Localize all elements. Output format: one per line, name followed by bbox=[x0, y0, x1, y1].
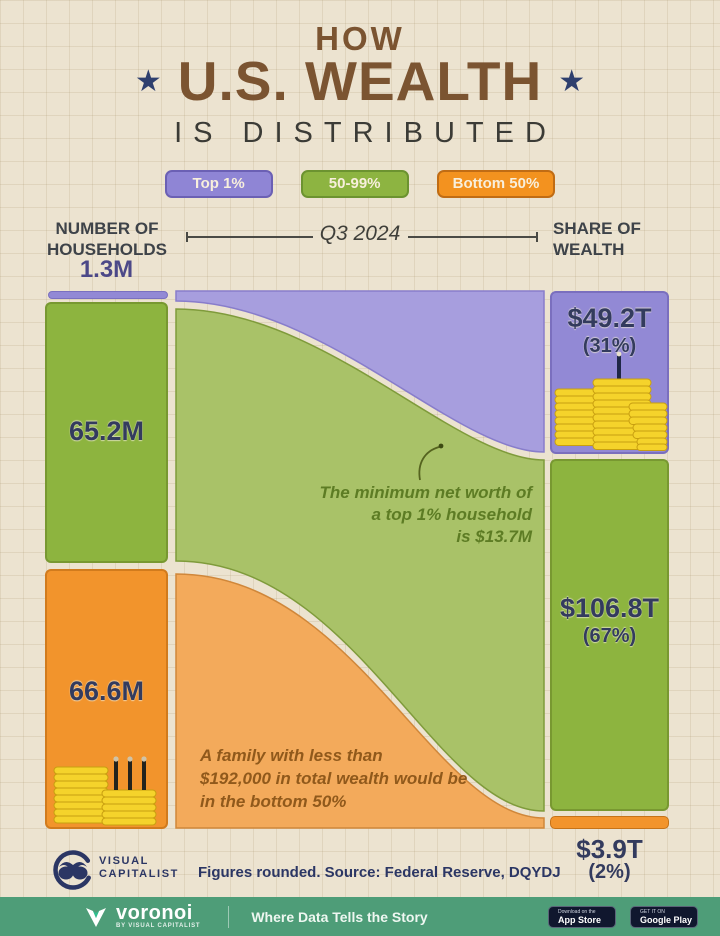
right-axis-line1: SHARE OF bbox=[553, 219, 641, 238]
period-label: Q3 2024 bbox=[319, 222, 401, 245]
voronoi-wordmark[interactable]: voronoi bbox=[116, 902, 193, 924]
right-axis-line2: WEALTH bbox=[553, 240, 625, 259]
node-households-top1 bbox=[48, 291, 168, 299]
title-line-how: HOW bbox=[315, 20, 405, 57]
annotation-arrow-dot bbox=[438, 443, 444, 449]
bottom-brand-bar: voronoi BY VISUAL CAPITALIST Where Data … bbox=[0, 897, 720, 936]
voronoi-byline: BY VISUAL CAPITALIST bbox=[116, 923, 201, 929]
node-wealth-bottom50 bbox=[550, 816, 669, 829]
annotation-bottom50-wealth: A family with less than $192,000 in tota… bbox=[200, 746, 468, 811]
households-top1-value: 1.3M bbox=[79, 256, 134, 283]
wealth-50-99-pct: (67%) bbox=[582, 625, 637, 647]
annotation-arrow-icon bbox=[418, 446, 440, 481]
coin-stacks-large-icon bbox=[554, 351, 668, 451]
star-left-icon: ★ bbox=[134, 64, 162, 98]
wealth-bottom50-value: $3.9T bbox=[576, 834, 643, 864]
wealth-bottom50-pct: (2%) bbox=[588, 861, 631, 883]
period-rule-left bbox=[186, 236, 313, 238]
coin-stacks-small-icon bbox=[53, 756, 157, 826]
annotation-top1-networth: The minimum net worth of a top 1% househ… bbox=[319, 483, 533, 546]
households-50-99-value: 65.2M bbox=[68, 416, 145, 446]
legend-bottom50: Bottom 50% bbox=[436, 170, 556, 198]
flow-50-99 bbox=[175, 308, 545, 812]
legend: Top 1% 50-99% Bottom 50% bbox=[0, 170, 720, 198]
wealth-top1-value: $49.2T bbox=[567, 303, 652, 333]
bottom-bar-divider bbox=[228, 905, 230, 928]
app-store-badge[interactable]: Download on the App Store bbox=[548, 905, 616, 928]
tiny-people-icon bbox=[113, 756, 147, 790]
node-households-bottom50: 66.6M bbox=[45, 569, 168, 829]
flow-bottom50 bbox=[175, 573, 545, 829]
left-axis-label: NUMBER OF HOUSEHOLDS bbox=[32, 218, 182, 260]
star-right-icon: ★ bbox=[558, 64, 586, 98]
wealth-top1-pct: (31%) bbox=[582, 335, 637, 357]
google-play-badge[interactable]: GET IT ON Google Play bbox=[630, 905, 698, 928]
households-bottom50-value: 66.6M bbox=[68, 676, 145, 706]
left-axis-line1: NUMBER OF bbox=[55, 219, 159, 238]
node-wealth-top1: $49.2T (31%) bbox=[550, 291, 669, 454]
title-main: U.S. WEALTH bbox=[177, 50, 543, 112]
right-axis-label: SHARE OF WEALTH bbox=[553, 218, 673, 260]
title-subtitle: IS DISTRIBUTED bbox=[174, 117, 557, 149]
title-main-row: ★ U.S. WEALTH ★ bbox=[0, 54, 720, 109]
period-rule-right bbox=[408, 236, 538, 238]
period-tick-right bbox=[536, 232, 538, 242]
node-wealth-50-99: $106.8T (67%) bbox=[550, 459, 669, 811]
wealth-50-99-value: $106.8T bbox=[559, 593, 660, 623]
voronoi-logo-icon[interactable] bbox=[84, 906, 108, 928]
node-households-50-99: 65.2M bbox=[45, 302, 168, 563]
tagline: Where Data Tells the Story bbox=[251, 908, 428, 925]
visual-capitalist-wordmark: VISUAL CAPITALIST bbox=[99, 855, 179, 880]
legend-top1: Top 1% bbox=[164, 170, 273, 198]
legend-50-99: 50-99% bbox=[300, 170, 409, 198]
left-axis-line2: HOUSEHOLDS bbox=[47, 240, 167, 259]
tiny-person-pole-icon bbox=[617, 355, 621, 391]
source-note: Figures rounded. Source: Federal Reserve… bbox=[198, 864, 561, 881]
sankey-flows bbox=[175, 290, 545, 829]
visual-capitalist-logo-icon bbox=[53, 850, 93, 890]
flow-top1 bbox=[175, 290, 545, 453]
period-tick-left bbox=[186, 232, 188, 242]
